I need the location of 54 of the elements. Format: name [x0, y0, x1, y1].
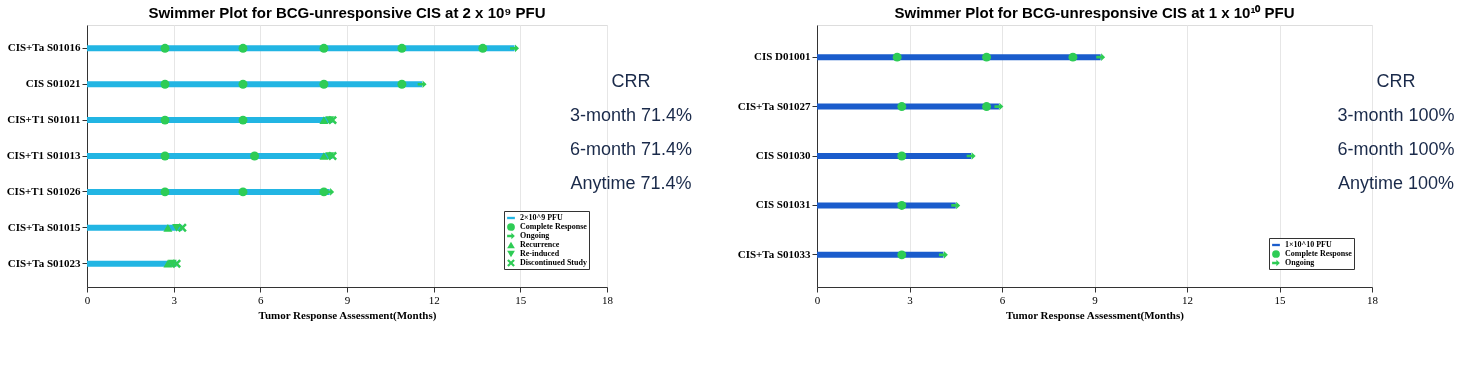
x-tick-label: 12: [428, 293, 440, 306]
y-tick-label: CIS+T1 S01026: [6, 184, 81, 197]
legend-label: 1×10^10 PFU: [1285, 240, 1332, 249]
x-tick-label: 3: [171, 293, 178, 306]
bar: [817, 153, 972, 159]
x-tick-label: 15: [515, 293, 527, 306]
annotation: 3-month 100%: [1337, 105, 1455, 125]
x-tick-label: 6: [258, 293, 265, 306]
bar: [87, 45, 515, 52]
x-axis-title: Tumor Response Assessment(Months): [258, 308, 437, 322]
legend-label: Ongoing: [520, 231, 550, 240]
annotation: Anytime 100%: [1337, 173, 1455, 193]
legend-label: 2×10^9 PFU: [520, 213, 563, 222]
y-tick-label: CIS+Ta S01033: [737, 247, 811, 260]
legend-label: Discontinued Study: [520, 258, 587, 267]
x-tick-label: 18: [1367, 293, 1379, 306]
annotation: 3-month 71.4%: [569, 105, 693, 125]
annotation: 6-month 71.4%: [569, 139, 693, 159]
legend-label: Complete Response: [1285, 249, 1353, 258]
x-tick-label: 0: [814, 293, 821, 306]
x-tick-label: 6: [999, 293, 1006, 306]
bar: [817, 54, 1101, 61]
y-tick-label: CIS+T1 S01013: [6, 149, 81, 161]
x-tick-label: 15: [1274, 293, 1286, 306]
bar: [817, 202, 956, 209]
legend-label: Re-induced: [520, 249, 560, 258]
annotation: Anytime 71.4%: [570, 173, 692, 193]
chart-title: Swimmer Plot for BCG-unresponsive CIS at 1 x 10¹⁰ PFU: [894, 4, 1295, 21]
x-tick-label: 9: [1092, 293, 1099, 306]
legend-label: Recurrence: [520, 240, 560, 249]
bar: [87, 117, 333, 124]
y-tick-label: CIS+T1 S01011: [7, 113, 81, 126]
y-tick-label: CIS S01021: [25, 77, 81, 90]
annotation: 6-month 100%: [1337, 139, 1455, 159]
y-tick-label: CIS D01001: [753, 50, 811, 63]
x-tick-label: 3: [907, 293, 914, 306]
text: CRR: [1376, 71, 1416, 91]
x-tick-label: 9: [344, 293, 351, 306]
x-axis-title: Tumor Response Assessment(Months): [1006, 308, 1185, 322]
bar: [87, 81, 423, 88]
legend-label: Complete Response: [520, 222, 588, 231]
y-tick-label: CIS+Ta S01016: [7, 41, 81, 54]
bar: [817, 251, 944, 258]
y-tick-label: CIS+Ta S01027: [737, 99, 811, 112]
y-tick-label: CIS S01030: [755, 149, 811, 161]
legend-label: Ongoing: [1285, 258, 1315, 267]
x-tick-label: 12: [1182, 293, 1193, 306]
chart-title: Swimmer Plot for BCG-unresponsive CIS at 2 x 10⁹ PFU: [148, 4, 546, 21]
text: CRR: [611, 71, 651, 91]
y-tick-label: CIS+Ta S01023: [7, 256, 81, 269]
y-tick-label: CIS S01031: [755, 198, 811, 211]
x-tick-label: 0: [84, 293, 91, 306]
y-tick-label: CIS+Ta S01015: [7, 220, 81, 233]
x-tick-label: 18: [602, 293, 614, 306]
